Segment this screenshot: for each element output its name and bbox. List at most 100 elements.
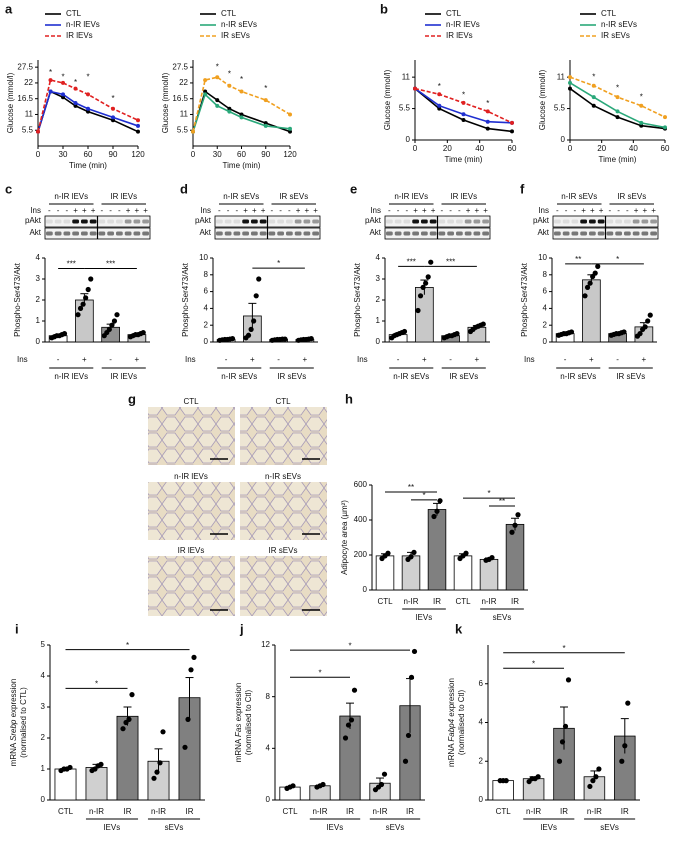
x-tick-label: IR [346,807,354,816]
data-dot [109,322,115,328]
data-dot [423,280,429,286]
data-point [136,129,140,134]
data-point [639,123,644,128]
blot-band [632,231,640,236]
y-tick-label: 11 [402,72,411,81]
data-point [111,118,115,123]
y-tick-label: 10 [538,253,547,262]
data-dot [256,276,262,282]
blot-band [438,231,446,236]
x-tick-label: + [642,355,647,364]
blot-band [597,219,605,224]
significance-label: * [532,659,535,668]
y-tick-label: 3 [376,274,381,283]
blot-band [386,219,393,224]
blot-band [641,231,649,236]
data-point [663,125,667,130]
x-tick-label: + [135,355,140,364]
y-label-group: Adipocyte area (µm²) [340,500,349,575]
data-dot [88,276,94,282]
blot-band [394,219,402,224]
y-axis-label: (normalised to Ctl) [457,689,466,755]
blot-band [72,231,79,236]
x-tick-label: n-IR [151,807,166,816]
bar [453,555,473,591]
significance-label: ** [575,255,581,264]
ins-sign: + [135,206,140,215]
panel-letter: d [180,181,188,196]
y-label-gene: Fas [234,724,243,737]
legend-label: n-IR sEVs [221,20,257,29]
data-point [227,83,232,88]
blot-band [554,231,561,236]
blot-band [624,231,631,236]
data-dot [408,674,415,680]
y-tick-label: 2 [376,295,381,304]
y-label-gene: Srebp [9,719,18,741]
data-dot [645,318,651,324]
y-tick-label: 4 [204,304,209,313]
bar [522,778,545,801]
blot-band [72,219,79,224]
y-tick-label: 4 [41,671,46,680]
data-dot [154,769,160,775]
annotation: * [86,72,89,81]
panel-letter: a [5,1,13,16]
x-tick-label: 0 [191,150,196,159]
ins-sign: + [91,206,96,215]
legend-label: CTL [446,9,462,18]
group-label: n-IR sEVs [393,372,429,381]
data-point [568,80,572,85]
data-dot [411,648,418,655]
y-label-group: mRNA Fas expression (normalised to Ctl) [234,683,253,763]
x-tick-label: 0 [36,150,41,159]
y-axis-label: Adipocyte area (µm²) [340,500,349,575]
ins-sign: - [406,206,409,215]
ins-sign: - [236,206,239,215]
blot-band [606,231,614,236]
group-label: n-IR lEVs [54,372,88,381]
data-dot [348,717,355,723]
data-dot [381,771,388,777]
blot-band [394,231,402,236]
blot-group-label: IR lEVs [450,192,477,201]
y-label-part: mRNA [234,737,243,762]
data-dot [431,513,437,520]
y-tick-label: 0 [543,337,548,346]
x-tick-label: 40 [475,144,484,153]
y-tick-label: 0 [36,337,41,346]
blot-band [456,231,463,236]
blot-band [133,219,141,224]
blot-band [580,219,587,224]
blot-band [98,231,106,236]
x-tick-label: CTL [377,597,393,606]
group-label: lEVs [327,823,343,832]
data-point [215,98,220,103]
data-dot [625,700,631,706]
data-dot [559,739,566,745]
significance-label: * [348,641,351,650]
data-point [591,103,596,108]
y-tick-label: 4 [376,253,381,262]
data-dot [111,318,118,324]
panel-letter: f [520,181,525,196]
y-label-group: mRNA Srebp expression (normalised to CTL) [9,679,28,767]
x-tick-label: n-IR [526,807,541,816]
x-tick-label: CTL [58,807,74,816]
ins-sign: - [609,206,612,215]
data-dot [248,326,254,332]
blot-group-label: IR sEVs [279,192,308,201]
y-axis-label: Phospho-Ser473/Akt [353,262,362,337]
y-tick-label: 22 [179,78,188,87]
ins-sign: + [590,206,595,215]
ins-sign: - [556,206,559,215]
significance-label: * [422,491,425,500]
data-point [568,86,572,91]
ins-label: Ins [370,206,381,215]
y-tick-label: 2 [41,733,46,742]
x-tick-label: 30 [213,150,222,159]
blot-band [54,231,62,236]
group-label: IR sEVs [449,372,478,381]
group-label: lEVs [416,613,432,622]
